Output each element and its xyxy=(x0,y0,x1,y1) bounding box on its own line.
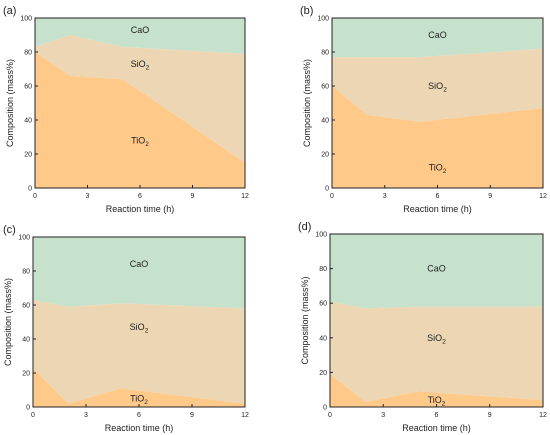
y-tick-label: 40 xyxy=(24,118,32,125)
label-cao: CaO xyxy=(131,25,150,35)
label-tio2: TiO2 xyxy=(130,394,148,407)
label-cao: CaO xyxy=(427,264,446,274)
y-tick-label: 20 xyxy=(321,152,329,159)
x-tick-label: 6 xyxy=(435,412,439,419)
area-tio2 xyxy=(35,52,245,188)
y-tick-label: 100 xyxy=(317,16,329,23)
label-tio2: TiO2 xyxy=(429,163,447,176)
label-sio2: SiO2 xyxy=(131,59,150,72)
area-cao xyxy=(35,18,245,54)
chart-panel-4: 0 3 6 9 12 0 20 40 60 80 100 Reaction time (h) Compo… xyxy=(298,221,547,433)
y-axis-title: Composition (mass%) xyxy=(300,276,310,364)
x-tick-label: 12 xyxy=(241,193,249,200)
label-sio2: SiO2 xyxy=(428,81,447,94)
label-tio2: TiO2 xyxy=(131,135,149,148)
y-tick-label: 80 xyxy=(319,266,327,273)
y-tick-label: 0 xyxy=(26,405,30,412)
area-sio2 xyxy=(332,48,543,122)
area-cao xyxy=(33,237,245,309)
x-tick-label: 3 xyxy=(383,193,387,200)
x-tick-label: 6 xyxy=(137,412,141,419)
x-tick-label: 3 xyxy=(86,193,90,200)
area-tio2 xyxy=(33,367,245,407)
y-tick-label: 80 xyxy=(22,269,30,276)
x-tick-label: 0 xyxy=(33,193,37,200)
chart-panel-3: 0 3 6 9 12 0 20 40 60 80 100 Reaction time (h) Compo… xyxy=(3,224,249,433)
label-cao: CaO xyxy=(428,30,447,40)
chart-panel-1: 0 3 6 9 12 0 20 40 60 80 100 Reaction time (h) Compo… xyxy=(3,5,249,214)
panel-label: (d) xyxy=(298,221,311,233)
panel-label: (a) xyxy=(3,5,16,17)
x-tick-label: 9 xyxy=(191,193,195,200)
x-axis-title: Reaction time (h) xyxy=(403,204,472,214)
label-tio2: TiO2 xyxy=(428,395,446,408)
panel-label: (b) xyxy=(300,5,313,17)
label-cao: CaO xyxy=(130,259,149,269)
x-tick-label: 3 xyxy=(84,412,88,419)
y-tick-label: 20 xyxy=(22,371,30,378)
x-tick-label: 12 xyxy=(241,412,249,419)
area-cao xyxy=(332,18,543,58)
y-tick-label: 100 xyxy=(20,16,32,23)
area-sio2 xyxy=(35,35,245,163)
y-tick-label: 40 xyxy=(319,335,327,342)
x-tick-label: 9 xyxy=(488,412,492,419)
x-tick-label: 0 xyxy=(328,412,332,419)
area-tio2 xyxy=(332,86,543,188)
y-axis-title: Composition (mass%) xyxy=(5,59,15,147)
y-tick-label: 100 xyxy=(315,232,327,239)
x-tick-label: 0 xyxy=(31,412,35,419)
y-tick-label: 40 xyxy=(22,337,30,344)
y-tick-label: 60 xyxy=(321,84,329,91)
panel-label: (c) xyxy=(3,224,16,236)
label-sio2: SiO2 xyxy=(130,322,149,335)
x-tick-label: 9 xyxy=(190,412,194,419)
x-tick-label: 12 xyxy=(539,193,547,200)
area-sio2 xyxy=(33,299,245,404)
y-tick-label: 20 xyxy=(24,152,32,159)
x-axis-title: Reaction time (h) xyxy=(105,423,174,433)
x-tick-label: 6 xyxy=(436,193,440,200)
y-tick-label: 20 xyxy=(319,370,327,377)
x-tick-label: 12 xyxy=(539,412,547,419)
area-sio2 xyxy=(330,301,543,402)
label-sio2: SiO2 xyxy=(427,333,446,346)
x-tick-label: 9 xyxy=(488,193,492,200)
y-tick-label: 40 xyxy=(321,118,329,125)
x-tick-label: 6 xyxy=(138,193,142,200)
y-axis-title: Composition (mass%) xyxy=(302,59,312,147)
y-tick-label: 80 xyxy=(24,50,32,57)
x-tick-label: 3 xyxy=(381,412,385,419)
x-axis-title: Reaction time (h) xyxy=(402,423,471,433)
y-tick-label: 100 xyxy=(18,235,30,242)
y-axis-title: Composition (mass%) xyxy=(3,278,13,366)
chart-panel-2: 0 3 6 9 12 0 20 40 60 80 100 Reaction time (h) Compo… xyxy=(300,5,547,214)
y-tick-label: 0 xyxy=(325,186,329,193)
x-tick-label: 0 xyxy=(330,193,334,200)
area-cao xyxy=(330,234,543,309)
area-tio2 xyxy=(330,374,543,407)
y-tick-label: 0 xyxy=(28,186,32,193)
y-tick-label: 60 xyxy=(319,301,327,308)
y-tick-label: 0 xyxy=(323,405,327,412)
y-tick-label: 60 xyxy=(24,84,32,91)
x-axis-title: Reaction time (h) xyxy=(106,204,175,214)
y-tick-label: 60 xyxy=(22,303,30,310)
y-tick-label: 80 xyxy=(321,50,329,57)
